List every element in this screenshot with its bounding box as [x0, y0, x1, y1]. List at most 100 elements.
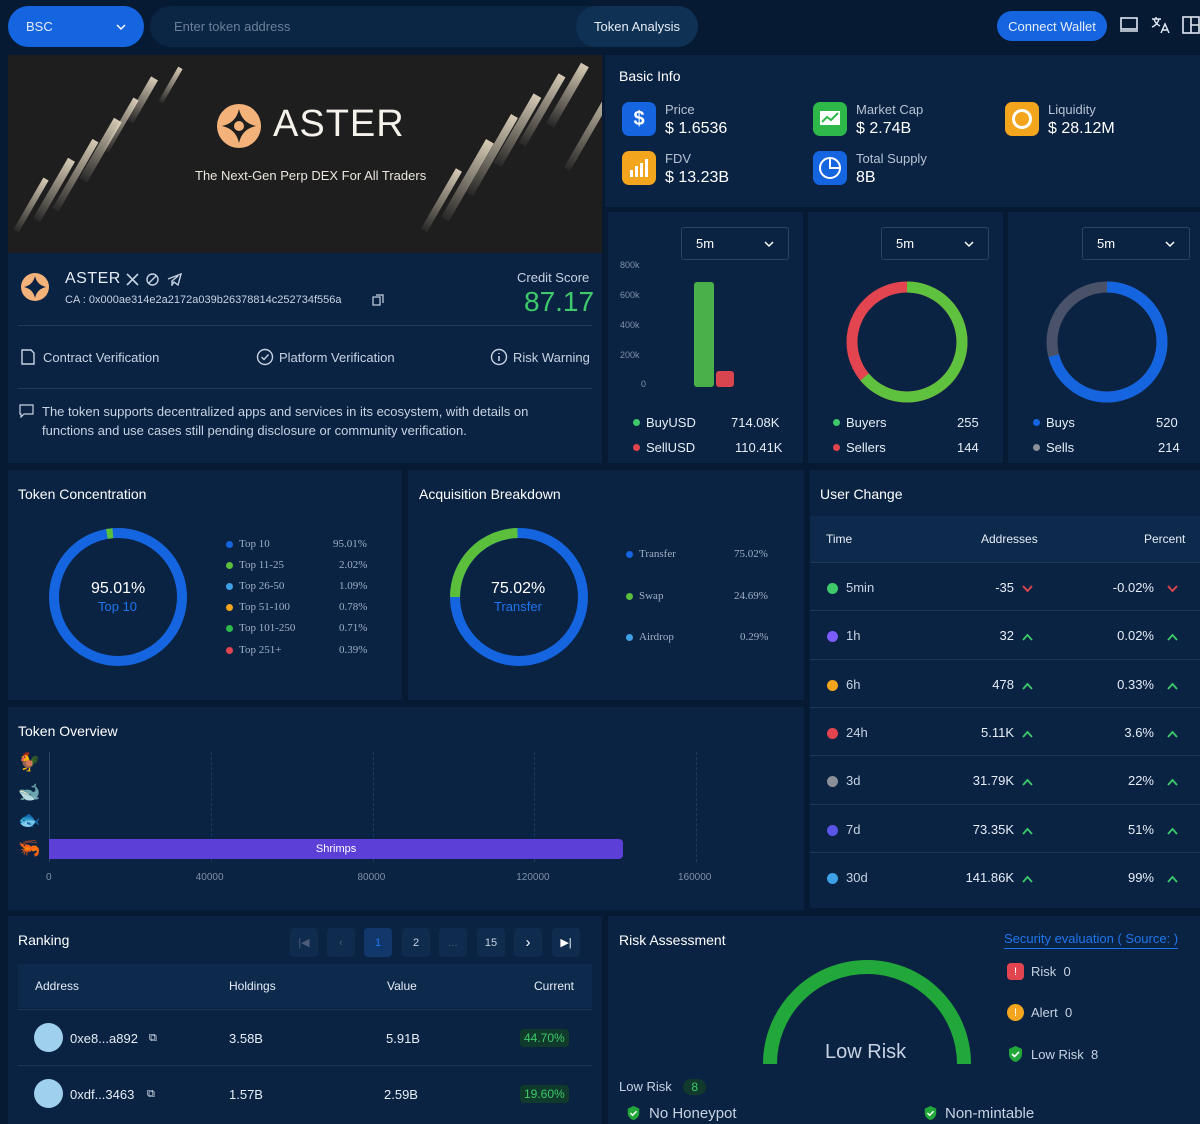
liquidity-label: Liquidity: [1048, 102, 1096, 117]
divider: [18, 388, 592, 389]
layout-icon[interactable]: [1180, 14, 1200, 36]
chain-selector[interactable]: BSC: [8, 6, 144, 47]
period-dot: [827, 824, 838, 836]
copy-icon[interactable]: [372, 294, 384, 306]
traders-interval-select[interactable]: 5m: [881, 227, 989, 260]
period-label: 7d: [846, 821, 861, 837]
comment-icon: [19, 404, 34, 418]
copy-icon[interactable]: ⧉: [147, 1088, 155, 1100]
holder-address[interactable]: 0xdf...3463: [70, 1087, 135, 1102]
translate-icon[interactable]: [1150, 14, 1172, 36]
sells-label: Sells: [1046, 440, 1075, 455]
chevron-down-icon: [116, 23, 126, 30]
txns-interval-value: 5m: [1097, 236, 1116, 251]
liquidity-value: $ 28.12M: [1048, 120, 1115, 137]
y-tick: 600k: [620, 290, 640, 300]
value-cell: 2.59B: [384, 1087, 418, 1102]
x-twitter-icon[interactable]: [126, 273, 139, 286]
grid-line: [696, 752, 697, 862]
x-tick-label: 40000: [195, 872, 224, 883]
y-tick: 400k: [620, 320, 640, 330]
token-analysis-button[interactable]: Token Analysis: [576, 6, 698, 47]
token-card: [8, 253, 602, 463]
volume-interval-select[interactable]: 5m: [681, 227, 789, 260]
globe-icon[interactable]: [146, 273, 159, 286]
grid-line: [210, 752, 212, 862]
non-mintable-check: Non-mintable: [945, 1105, 1035, 1122]
volume-chart: 800k 600k 400k 200k 0: [620, 260, 800, 395]
chevron-down-icon: [764, 240, 774, 247]
sell-usd-value: 110.41K: [735, 440, 783, 455]
sell-usd-legend: SellUSD: [633, 440, 695, 455]
fdv-label: FDV: [665, 151, 691, 166]
current-badge: 44.70%: [520, 1029, 569, 1047]
risk-warning-label[interactable]: Risk Warning: [513, 350, 590, 365]
arrow-up-icon: [1167, 871, 1178, 886]
search-input[interactable]: [150, 19, 570, 34]
header-holdings: Holdings: [229, 979, 276, 993]
pie-icon: [813, 151, 847, 185]
arrow-up-icon: [1167, 774, 1178, 789]
table-row: 24h 5.11K 3.6%: [810, 706, 1200, 755]
page-button[interactable]: 2: [402, 928, 430, 957]
sell-volume-bar: [716, 371, 734, 387]
contract-verification-label[interactable]: Contract Verification: [43, 350, 160, 365]
telegram-icon[interactable]: [167, 273, 182, 286]
table-row[interactable]: 0xe8...a892 ⧉ 3.58B 5.91B 44.70%: [18, 1009, 592, 1065]
acquisition-panel: [408, 470, 804, 700]
gauge-label: Low Risk: [825, 1041, 907, 1063]
last-page-button[interactable]: ▶|: [552, 928, 580, 957]
buyers-legend: Buyers: [833, 415, 886, 430]
current-badge: 19.60%: [520, 1085, 569, 1103]
low-risk-footer-label: Low Risk: [619, 1079, 672, 1094]
holder-address[interactable]: 0xe8...a892: [70, 1031, 138, 1046]
x-tick-label: 160000: [678, 872, 712, 883]
buyers-label: Buyers: [846, 415, 887, 430]
y-axis: [49, 752, 50, 862]
price-label: Price: [665, 102, 695, 117]
ca-label: CA :: [65, 294, 86, 306]
connect-wallet-button[interactable]: Connect Wallet: [997, 11, 1107, 41]
concentration-row-value: 0.78%: [339, 601, 368, 613]
copy-icon[interactable]: ⧉: [149, 1032, 157, 1044]
total-supply-item: Total Supply 8B: [813, 151, 927, 189]
price-item: $ Price $ 1.6536: [622, 102, 727, 140]
table-row: 1h 32 0.02%: [810, 610, 1200, 658]
acquisition-center-value: 75.02%: [491, 580, 546, 597]
check-circle-icon: [256, 348, 274, 366]
concentration-center-label: Top 10: [98, 599, 138, 614]
candlestick-background: [13, 62, 602, 233]
period-dot: [827, 583, 838, 594]
txns-donut: [1046, 281, 1168, 403]
arrow-down-icon: [1167, 581, 1178, 596]
prev-page-button[interactable]: ‹: [327, 928, 355, 957]
avatar: [34, 1023, 63, 1052]
buyers-value: 255: [957, 415, 979, 430]
percent-value: 0.33%: [1117, 676, 1154, 692]
sells-value: 214: [1158, 440, 1180, 455]
concentration-row-value: 2.02%: [339, 559, 368, 571]
contract-address: CA : 0x000ae314e2a2172a039b26378814c2527…: [65, 294, 342, 306]
acquisition-row-value: 0.29%: [740, 631, 769, 643]
arrow-up-icon: [1022, 726, 1033, 741]
arrow-up-icon: [1167, 726, 1178, 741]
next-page-button[interactable]: ›: [514, 928, 542, 957]
token-description: The token supports decentralized apps an…: [42, 404, 529, 438]
acquisition-legend-row: Swap: [626, 590, 663, 602]
buys-label: Buys: [1046, 415, 1075, 430]
period-dot: [827, 872, 838, 884]
search-bar: Token Analysis: [150, 6, 698, 47]
y-tick: 0: [641, 379, 647, 389]
page-button[interactable]: 1: [364, 928, 392, 957]
page-button[interactable]: 15: [477, 928, 505, 957]
txns-interval-select[interactable]: 5m: [1082, 227, 1190, 260]
info-icon: [490, 348, 508, 366]
first-page-button[interactable]: |◀: [290, 928, 318, 957]
platform-verification-label[interactable]: Platform Verification: [279, 350, 395, 365]
table-row[interactable]: 0xdf...3463 ⧉ 1.57B 2.59B 19.60%: [18, 1065, 592, 1121]
security-source-link[interactable]: Security evaluation ( Source: ): [1004, 931, 1179, 949]
risk-gauge: [763, 960, 971, 1065]
token-overview-panel: [8, 707, 804, 910]
acquisition-donut: [450, 528, 588, 666]
monitor-icon[interactable]: [1118, 14, 1140, 36]
